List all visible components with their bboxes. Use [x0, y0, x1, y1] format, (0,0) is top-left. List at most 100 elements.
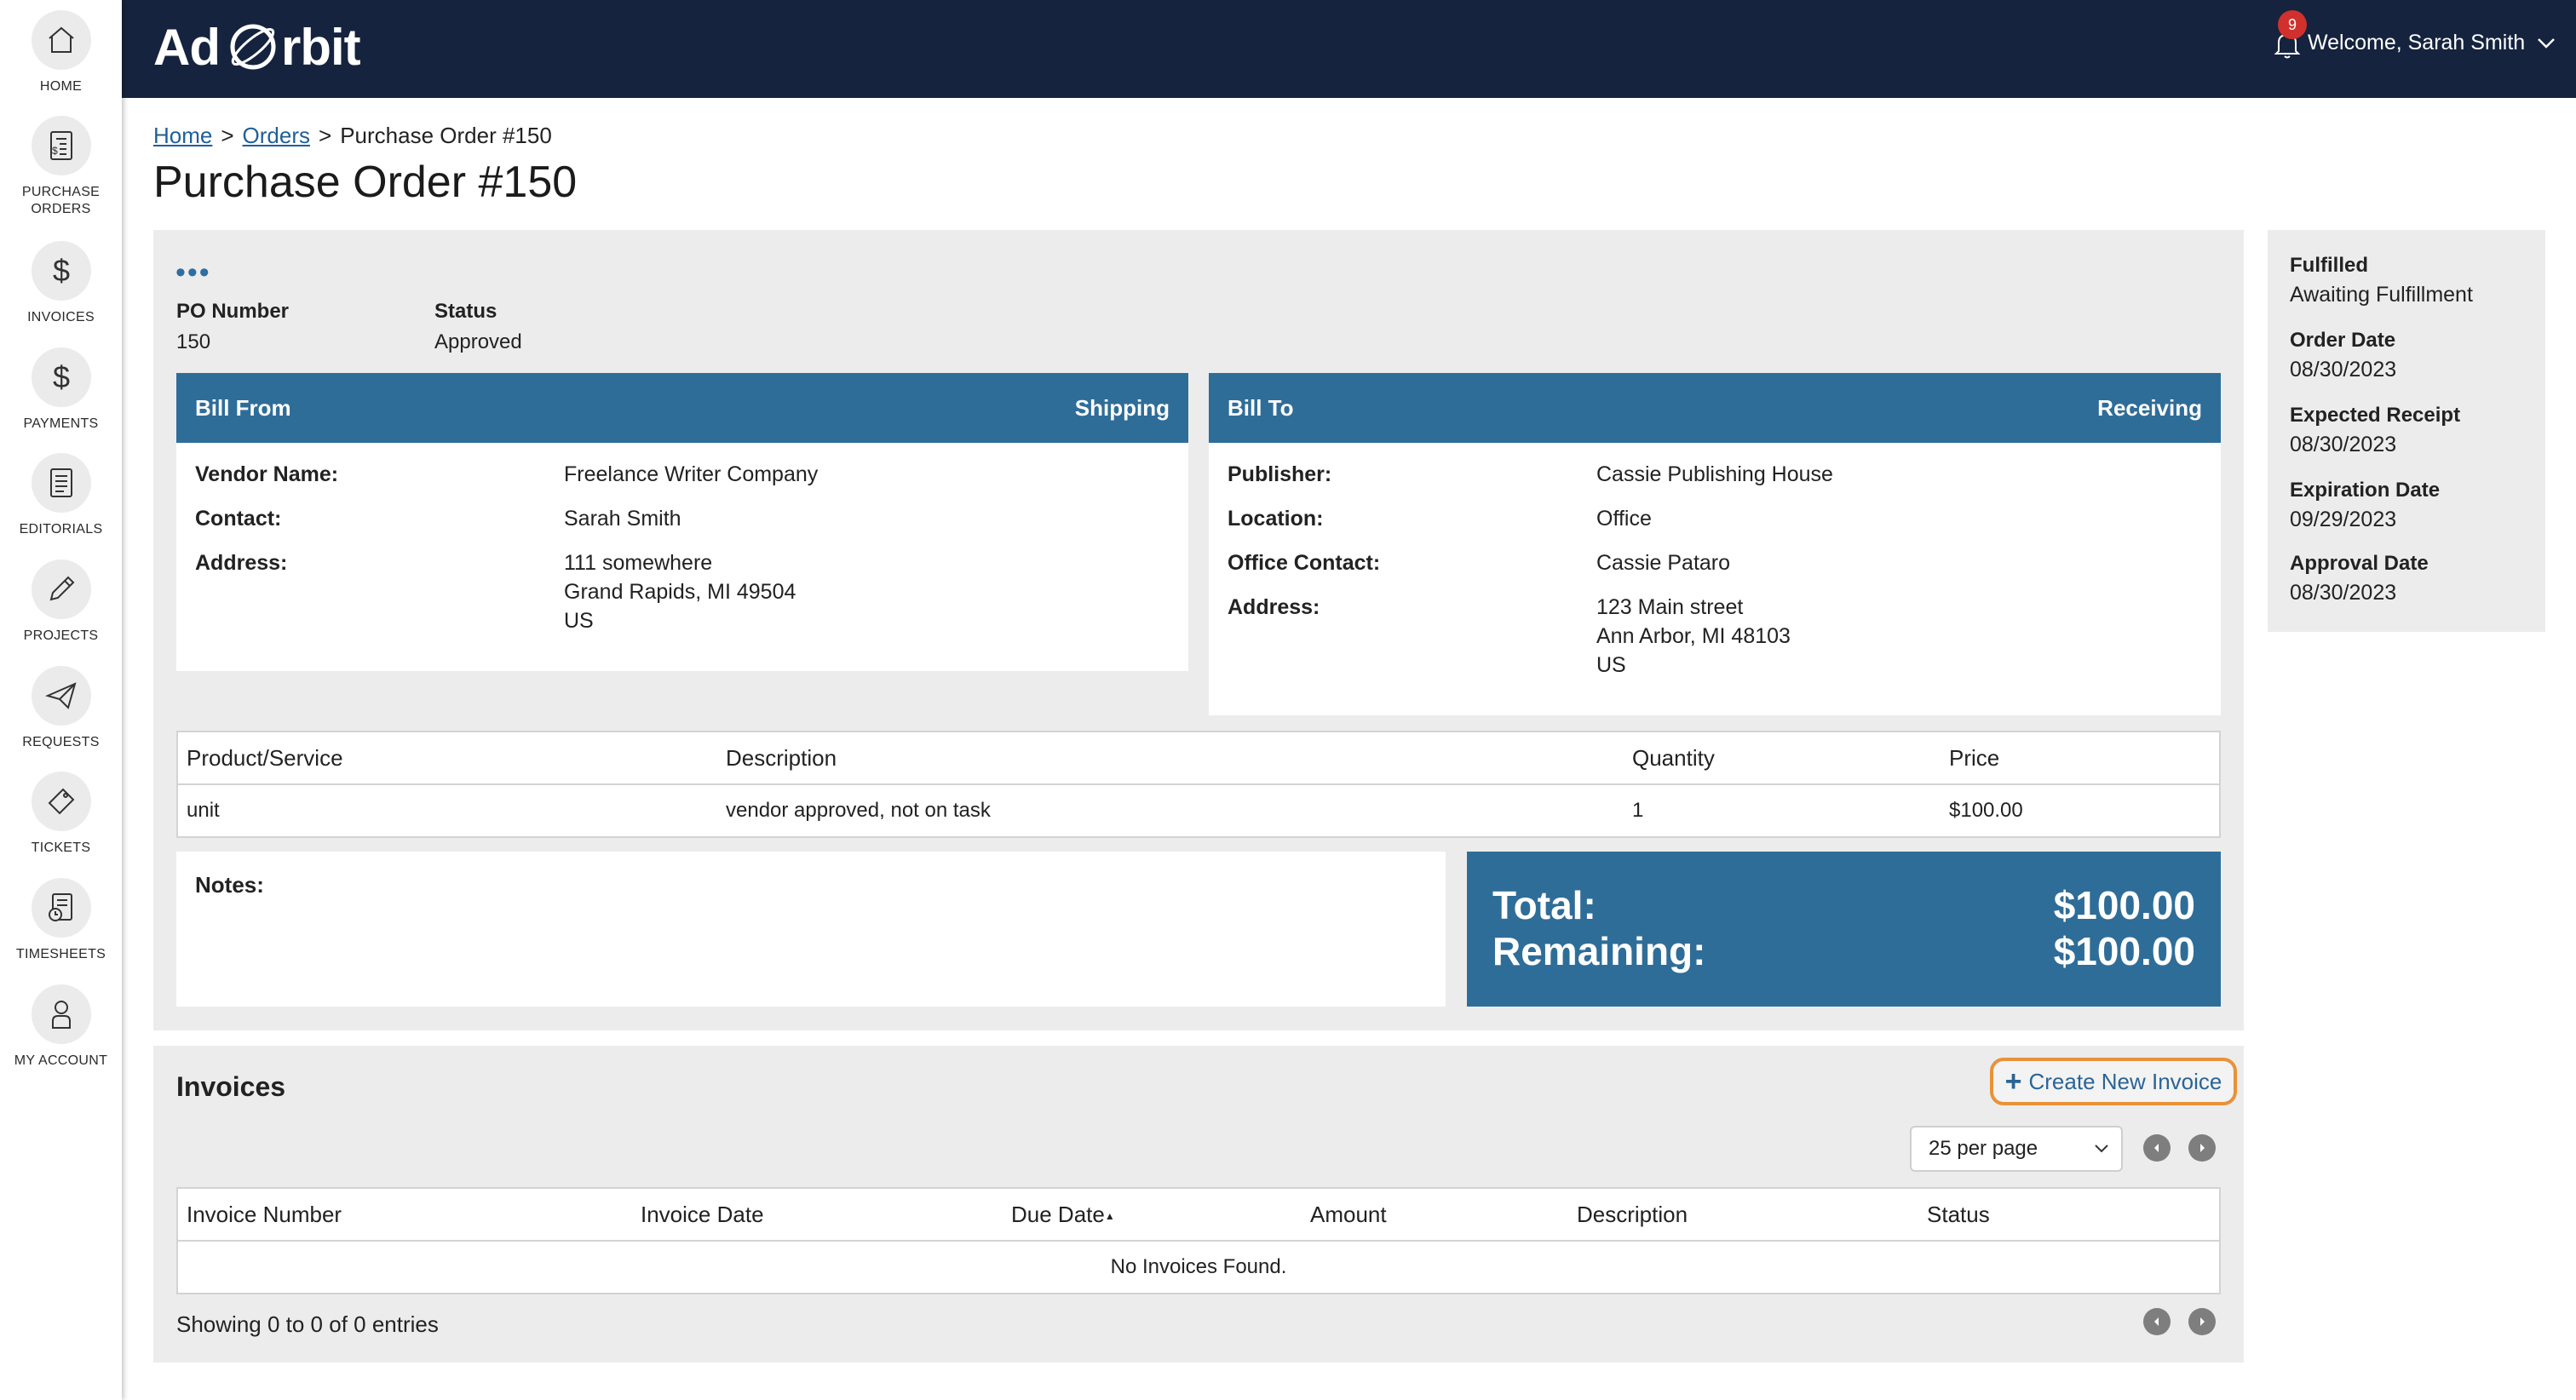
column-header-invoice-date[interactable]: Invoice Date [632, 1187, 1003, 1242]
orbit-logo-icon [230, 24, 276, 70]
dollar-icon: $ [31, 241, 91, 301]
logo-text-rbit: rbit [280, 18, 361, 76]
sidebar-item-label: TIMESHEETS [15, 947, 106, 961]
sidebar-item-label: REQUESTS [22, 735, 100, 749]
sidebar-item-projects[interactable]: PROJECTS [0, 559, 122, 645]
previous-page-button[interactable] [2143, 1134, 2171, 1162]
sidebar-item-invoices[interactable]: $ INVOICES [0, 241, 122, 326]
logo-text-ad: Ad [153, 18, 221, 76]
column-header-status[interactable]: Status [1918, 1187, 2221, 1242]
address-label: Address: [195, 551, 288, 575]
sidebar: HOME $ PURCHASE ORDERS $ INVOICES $ PAYM… [0, 0, 122, 1400]
approval-date-item: Approval Date 08/30/2023 [2290, 552, 2429, 605]
next-page-button[interactable] [2188, 1134, 2216, 1162]
notification-badge: 9 [2278, 10, 2307, 39]
address-label: Address: [1228, 595, 1320, 619]
page-title: Purchase Order #150 [153, 158, 578, 207]
address-line: Grand Rapids, MI 49504 [564, 580, 796, 604]
home-icon [31, 10, 91, 70]
sidebar-item-label: HOME [39, 79, 83, 94]
column-header-amount[interactable]: Amount [1302, 1187, 1568, 1242]
remaining-label: Remaining: [1492, 929, 1706, 973]
sidebar-item-my-account[interactable]: MY ACCOUNT [0, 984, 122, 1070]
previous-page-button-bottom[interactable] [2143, 1308, 2171, 1335]
address-value: 111 somewhere Grand Rapids, MI 49504 US [564, 548, 796, 635]
create-new-invoice-button[interactable]: + Create New Invoice [1990, 1058, 2237, 1105]
svg-text:$: $ [52, 359, 69, 394]
purchase-order-panel: ••• PO Number 150 Status Approved Bill F… [153, 230, 2244, 1030]
expected-receipt-item: Expected Receipt 08/30/2023 [2290, 404, 2460, 457]
adorbit-logo[interactable]: Ad rbit [153, 15, 361, 78]
per-page-select[interactable]: 25 per page [1910, 1126, 2123, 1172]
table-header-row: Product/Service Description Quantity Pri… [176, 731, 2221, 785]
expected-receipt-value: 08/30/2023 [2290, 433, 2397, 456]
sidebar-item-label: TICKETS [31, 841, 91, 855]
pencil-icon [31, 559, 91, 619]
order-date-value: 08/30/2023 [2290, 358, 2397, 382]
sidebar-item-label: EDITORIALS [19, 522, 103, 536]
fulfilled-item: Fulfilled Awaiting Fulfillment [2290, 254, 2473, 307]
chevron-left-icon [2154, 1144, 2159, 1152]
sidebar-item-editorials[interactable]: EDITORIALS [0, 453, 122, 538]
address-line: US [564, 609, 594, 633]
paper-plane-icon [31, 666, 91, 726]
ticket-icon [31, 772, 91, 831]
order-date-label: Order Date [2290, 329, 2396, 352]
sidebar-item-tickets[interactable]: TICKETS [0, 772, 122, 857]
sidebar-item-payments[interactable]: $ PAYMENTS [0, 347, 122, 433]
publisher-label: Publisher: [1228, 462, 1332, 486]
expiration-date-label: Expiration Date [2290, 479, 2441, 502]
table-header-row: Invoice Number Invoice Date Due Date▲ Am… [176, 1187, 2221, 1242]
due-date-label: Due Date [1011, 1201, 1105, 1227]
table-cell: $100.00 [1941, 783, 2221, 838]
totals-box: Total: $100.00 Remaining: $100.00 [1467, 852, 2221, 1007]
plus-icon: + [2004, 1065, 2022, 1098]
sidebar-item-label: INVOICES [27, 310, 95, 324]
invoices-title: Invoices [176, 1071, 286, 1102]
bill-from-title: Bill From [195, 394, 291, 421]
line-items-table: Product/Service Description Quantity Pri… [176, 731, 2221, 838]
sidebar-item-label: PROJECTS [23, 628, 99, 643]
fulfilled-value: Awaiting Fulfillment [2290, 283, 2473, 307]
breadcrumb-orders-link[interactable]: Orders [242, 123, 311, 148]
bill-to-header: Bill To Receiving [1209, 373, 2221, 443]
document-icon [31, 453, 91, 513]
expiration-date-item: Expiration Date 09/29/2023 [2290, 479, 2440, 532]
sort-ascending-icon: ▲ [1104, 1209, 1115, 1222]
sidebar-item-home[interactable]: HOME [0, 10, 122, 95]
chevron-right-icon [2200, 1317, 2205, 1326]
sidebar-item-purchase-orders[interactable]: $ PURCHASE ORDERS [0, 116, 122, 218]
total-value: $100.00 [2053, 883, 2195, 927]
remaining-value: $100.00 [2053, 929, 2195, 973]
po-status: Status Approved [434, 300, 522, 354]
table-row: No Invoices Found. [176, 1240, 2221, 1294]
shipping-label: Shipping [1074, 394, 1170, 421]
sidebar-item-requests[interactable]: REQUESTS [0, 666, 122, 751]
top-header: Ad rbit 9 Welcome, Sarah Smith [122, 0, 2576, 98]
column-header-description[interactable]: Description [1568, 1187, 1918, 1242]
column-header: Price [1941, 731, 2221, 785]
vendor-name-value: Freelance Writer Company [564, 462, 819, 486]
user-menu[interactable]: Welcome, Sarah Smith [2308, 31, 2556, 55]
purchase-orders-icon: $ [31, 116, 91, 175]
location-label: Location: [1228, 507, 1324, 531]
po-number: PO Number 150 [176, 300, 289, 354]
location-value: Office [1596, 507, 1652, 531]
column-header-due-date[interactable]: Due Date▲ [1003, 1187, 1302, 1242]
more-options-icon[interactable]: ••• [175, 256, 211, 289]
sidebar-item-timesheets[interactable]: TIMESHEETS [0, 878, 122, 963]
total-row: Total: $100.00 [1492, 882, 2195, 928]
dollar-icon: $ [31, 347, 91, 407]
notes-box: Notes: [176, 852, 1446, 1007]
address-line: 123 Main street [1596, 595, 1744, 619]
bill-from-header: Bill From Shipping [176, 373, 1188, 443]
column-header-invoice-number[interactable]: Invoice Number [176, 1187, 632, 1242]
breadcrumb-home-link[interactable]: Home [153, 123, 213, 148]
chevron-right-icon [2200, 1144, 2205, 1152]
po-number-value: 150 [176, 330, 211, 353]
breadcrumb: Home > Orders > Purchase Order #150 [153, 123, 552, 149]
contact-value: Sarah Smith [564, 507, 681, 531]
next-page-button-bottom[interactable] [2188, 1308, 2216, 1335]
invoices-panel: Invoices + Create New Invoice 25 per pag… [153, 1046, 2244, 1363]
sidebar-item-label: PAYMENTS [23, 416, 99, 431]
